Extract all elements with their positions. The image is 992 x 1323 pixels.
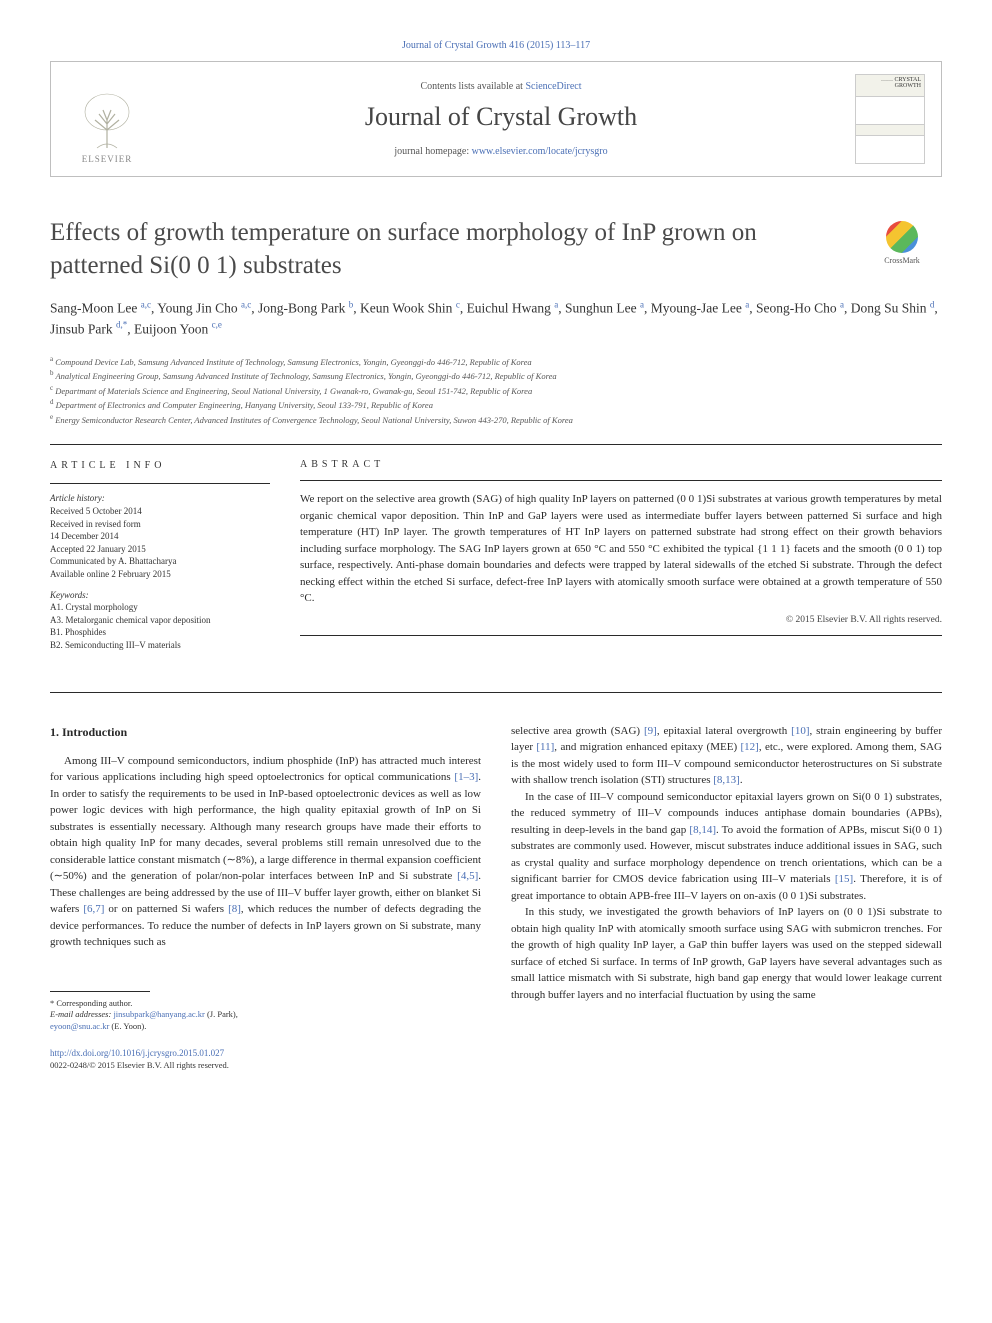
intro-heading: 1. Introduction	[50, 723, 481, 741]
crossmark-icon	[886, 221, 918, 253]
homepage-link[interactable]: www.elsevier.com/locate/jcrysgro	[472, 146, 608, 157]
journal-name: Journal of Crystal Growth	[167, 102, 835, 132]
divider	[50, 444, 942, 445]
abstract-column: ABSTRACT We report on the selective area…	[300, 459, 942, 651]
crossmark-label: CrossMark	[884, 256, 920, 265]
body-col-right: selective area growth (SAG) [9], epitaxi…	[511, 723, 942, 1072]
issn-line: 0022-0248/© 2015 Elsevier B.V. All right…	[50, 1060, 481, 1072]
email-1[interactable]: jinsubpark@hanyang.ac.kr	[113, 1009, 204, 1019]
homepage-line: journal homepage: www.elsevier.com/locat…	[167, 146, 835, 157]
history-line: Received 5 October 2014	[50, 505, 270, 518]
sciencedirect-link[interactable]: ScienceDirect	[525, 81, 581, 92]
keywords-label: Keywords:	[50, 589, 270, 602]
email-line-2: eyoon@snu.ac.kr (E. Yoon).	[50, 1021, 481, 1033]
doi-link[interactable]: http://dx.doi.org/10.1016/j.jcrysgro.201…	[50, 1048, 224, 1058]
body-para-2: In the case of III–V compound semiconduc…	[511, 789, 942, 905]
article-info: ARTICLE INFO Article history: Received 5…	[50, 459, 270, 651]
author-list: Sang-Moon Lee a,c, Young Jin Cho a,c, Jo…	[50, 298, 942, 340]
email-label: E-mail addresses:	[50, 1009, 113, 1019]
affiliation: b Analytical Engineering Group, Samsung …	[50, 368, 942, 383]
email-2[interactable]: eyoon@snu.ac.kr	[50, 1021, 109, 1031]
journal-cover-thumb: …… CRYSTAL GROWTH	[855, 74, 925, 164]
keyword: B2. Semiconducting III–V materials	[50, 639, 270, 652]
doi-line: http://dx.doi.org/10.1016/j.jcrysgro.201…	[50, 1047, 481, 1060]
affiliations: a Compound Device Lab, Samsung Advanced …	[50, 354, 942, 427]
abstract-copyright: © 2015 Elsevier B.V. All rights reserved…	[300, 615, 942, 625]
abstract-text: We report on the selective area growth (…	[300, 491, 942, 607]
homepage-prefix: journal homepage:	[394, 146, 471, 157]
journal-citation: Journal of Crystal Growth 416 (2015) 113…	[50, 40, 942, 51]
email-line: E-mail addresses: jinsubpark@hanyang.ac.…	[50, 1009, 481, 1021]
elsevier-tree-icon	[77, 90, 137, 150]
article-title: Effects of growth temperature on surface…	[50, 217, 846, 282]
corresponding-author: * Corresponding author.	[50, 998, 481, 1010]
email-2-who: (E. Yoon).	[109, 1021, 146, 1031]
abstract-label: ABSTRACT	[300, 459, 942, 470]
affiliation: e Energy Semiconductor Research Center, …	[50, 412, 942, 427]
email-1-who: (J. Park),	[205, 1009, 238, 1019]
body-col-left: 1. Introduction Among III–V compound sem…	[50, 723, 481, 1072]
header-center: Contents lists available at ScienceDirec…	[167, 81, 835, 157]
cover-brand: …… CRYSTAL GROWTH	[856, 75, 924, 97]
keyword: B1. Phosphides	[50, 626, 270, 639]
crossmark-badge[interactable]: CrossMark	[862, 221, 942, 265]
publisher-name: ELSEVIER	[82, 154, 133, 164]
keyword: A3. Metalorganic chemical vapor depositi…	[50, 614, 270, 627]
history-label: Article history:	[50, 492, 270, 505]
article-info-label: ARTICLE INFO	[50, 459, 270, 473]
body-para-cont: selective area growth (SAG) [9], epitaxi…	[511, 723, 942, 789]
history-line: Received in revised form	[50, 518, 270, 531]
footnote-block: * Corresponding author. E-mail addresses…	[50, 991, 481, 1072]
affiliation: c Departmant of Materials Science and En…	[50, 383, 942, 398]
contents-line: Contents lists available at ScienceDirec…	[167, 81, 835, 92]
history-line: Accepted 22 January 2015	[50, 543, 270, 556]
history-line: 14 December 2014	[50, 530, 270, 543]
history-line: Communicated by A. Bhattacharya	[50, 555, 270, 568]
journal-header: ELSEVIER Contents lists available at Sci…	[50, 61, 942, 177]
affiliation: a Compound Device Lab, Samsung Advanced …	[50, 354, 942, 369]
history-line: Available online 2 February 2015	[50, 568, 270, 581]
body-columns: 1. Introduction Among III–V compound sem…	[50, 723, 942, 1072]
body-para-3: In this study, we investigated the growt…	[511, 904, 942, 1003]
contents-prefix: Contents lists available at	[420, 81, 525, 92]
elsevier-logo: ELSEVIER	[67, 74, 147, 164]
keyword: A1. Crystal morphology	[50, 601, 270, 614]
intro-para-1: Among III–V compound semiconductors, ind…	[50, 753, 481, 951]
affiliation: d Department of Electronics and Computer…	[50, 397, 942, 412]
